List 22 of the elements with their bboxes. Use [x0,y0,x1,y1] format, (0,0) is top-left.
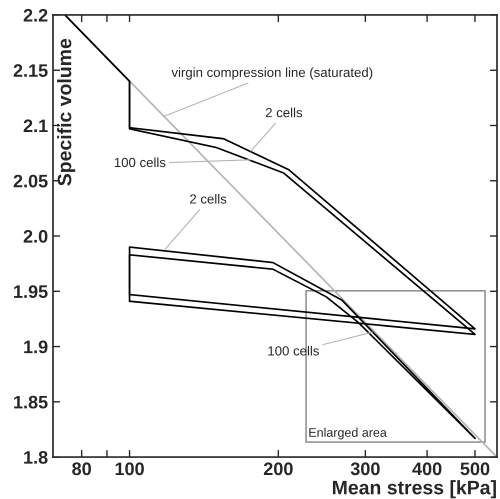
y-tick-label: 1.85 [14,396,48,409]
x-tick-label: 300 [350,462,380,476]
x-tick-label: 200 [264,462,293,476]
y-tick-label: 2.1 [24,119,48,132]
y-tick-label: 2.15 [14,64,48,77]
y-tick-label: 1.9 [24,340,48,354]
annotation: virgin compression line (saturated) [171,67,372,80]
y-axis-title: Specific volume [57,38,76,186]
annotation: Enlarged area [309,428,387,440]
y-tick-label: 1.8 [24,451,48,464]
y-tick-label: 2.05 [14,174,48,188]
x-tick-label: 100 [116,462,144,476]
annotation: 100 cells [114,157,166,168]
annotation: 2 cells [266,108,302,118]
x-tick-label: 80 [72,462,91,476]
y-tick-label: 1.95 [14,285,48,298]
x-axis-title: Mean stress [kPa] [332,480,496,498]
y-tick-label: 2.2 [24,8,48,22]
y-tick-label: 2.0 [24,230,48,243]
annotation: 2 cells [190,194,226,204]
x-tick-label: 400 [412,462,442,476]
x-tick-label: 500 [460,462,490,476]
